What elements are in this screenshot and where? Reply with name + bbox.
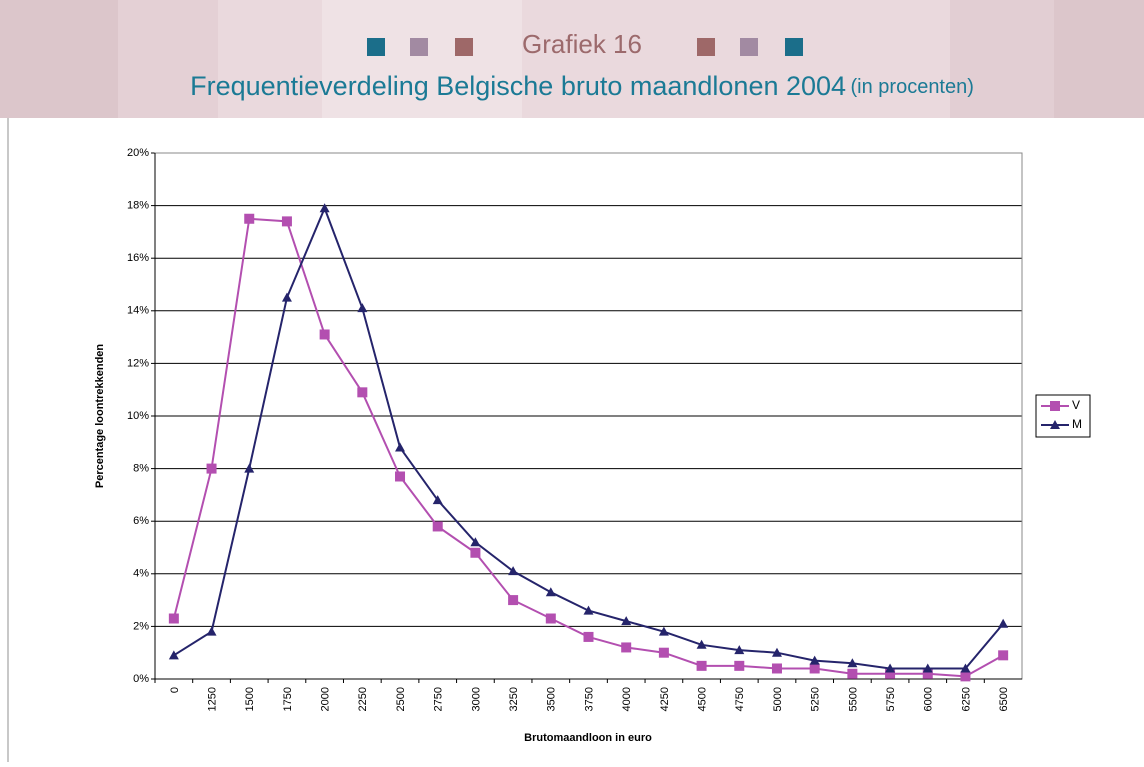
subtitle-main: Frequentieverdeling Belgische bruto maan…	[190, 71, 846, 101]
marker	[244, 463, 255, 473]
x-tick-label: 2250	[357, 687, 369, 711]
marker	[734, 660, 745, 671]
marker	[809, 663, 820, 674]
y-tick-label: 16%	[127, 252, 149, 264]
marker	[395, 471, 406, 482]
y-tick-label: 20%	[127, 147, 149, 159]
marker	[998, 618, 1009, 628]
y-tick-label: 8%	[133, 463, 149, 475]
x-tick-label: 4250	[659, 687, 671, 711]
x-tick-label: 4500	[696, 687, 708, 711]
marker	[658, 647, 669, 658]
marker	[545, 587, 556, 597]
marker	[470, 547, 481, 558]
marker	[168, 650, 179, 660]
series	[168, 213, 1009, 682]
marker	[168, 613, 179, 624]
y-tick-label: 2%	[133, 620, 149, 632]
marker	[696, 660, 707, 671]
y-tick-label: 0%	[133, 673, 149, 685]
x-tick-label: 4750	[734, 687, 746, 711]
marker	[960, 663, 971, 673]
marker	[583, 631, 594, 642]
marker	[432, 495, 443, 505]
y-tick-label: 6%	[133, 515, 149, 527]
x-tick-label: 4000	[621, 687, 633, 711]
legend-box	[1035, 394, 1091, 438]
legend-marker	[1050, 420, 1060, 429]
marker	[734, 645, 745, 655]
y-tick-label: 4%	[133, 568, 149, 580]
marker	[281, 216, 292, 227]
marker	[508, 566, 519, 576]
x-tick-label: 0	[169, 687, 181, 693]
marker	[470, 537, 481, 547]
subtitle-note: (in procenten)	[851, 76, 974, 98]
y-tick-label: 12%	[127, 357, 149, 369]
series-line	[173, 205, 1004, 670]
marker	[395, 442, 406, 452]
y-tick-label: 18%	[127, 200, 149, 212]
x-tick-label: 2000	[320, 687, 332, 711]
x-tick-label: 1500	[244, 687, 256, 711]
series	[168, 203, 1009, 673]
marker	[885, 668, 896, 679]
legend-marker	[1050, 401, 1060, 411]
marker	[960, 671, 971, 682]
y-axis-label: Percentage loontrekkenden	[94, 344, 106, 489]
marker	[357, 303, 368, 313]
marker	[658, 626, 669, 636]
x-tick-label: 6000	[923, 687, 935, 711]
marker	[998, 650, 1009, 661]
marker	[357, 387, 368, 398]
marker	[206, 626, 217, 636]
chart-title: Grafiek 16	[522, 29, 642, 59]
marker	[583, 605, 594, 615]
marker	[885, 663, 896, 673]
marker	[244, 213, 255, 224]
marker	[206, 463, 217, 474]
marker	[621, 642, 632, 653]
marker	[319, 203, 330, 213]
marker	[771, 647, 782, 657]
marker	[545, 613, 556, 624]
title-decor	[367, 38, 803, 56]
y-tick-label: 10%	[127, 410, 149, 422]
marker	[621, 616, 632, 626]
marker	[432, 521, 443, 532]
x-tick-label: 1250	[206, 687, 218, 711]
x-tick-label: 5750	[885, 687, 897, 711]
marker	[847, 658, 858, 668]
marker	[847, 668, 858, 679]
x-tick-label: 2500	[395, 687, 407, 711]
x-tick-label: 6250	[960, 687, 972, 711]
y-tick-label: 14%	[127, 305, 149, 317]
x-tick-label: 3250	[508, 687, 520, 711]
legend-label: V	[1072, 398, 1080, 412]
chart-subtitle: Frequentieverdeling Belgische bruto maan…	[190, 71, 974, 101]
x-tick-label: 3500	[546, 687, 558, 711]
x-tick-label: 3000	[470, 687, 482, 711]
x-axis-label: Brutomaandloon in euro	[524, 732, 652, 744]
marker	[771, 663, 782, 674]
x-tick-label: 6500	[998, 687, 1010, 711]
marker	[922, 663, 933, 673]
marker	[809, 655, 820, 665]
legend-label: M	[1072, 417, 1082, 431]
x-tick-label: 5500	[847, 687, 859, 711]
x-tick-label: 3750	[583, 687, 595, 711]
x-tick-label: 2750	[433, 687, 445, 711]
marker	[922, 668, 933, 679]
marker	[281, 292, 292, 302]
header-band	[0, 0, 1144, 118]
marker	[319, 329, 330, 340]
x-tick-label: 1750	[282, 687, 294, 711]
marker	[508, 595, 519, 606]
x-tick-label: 5000	[772, 687, 784, 711]
x-tick-label: 5250	[810, 687, 822, 711]
marker	[696, 639, 707, 649]
